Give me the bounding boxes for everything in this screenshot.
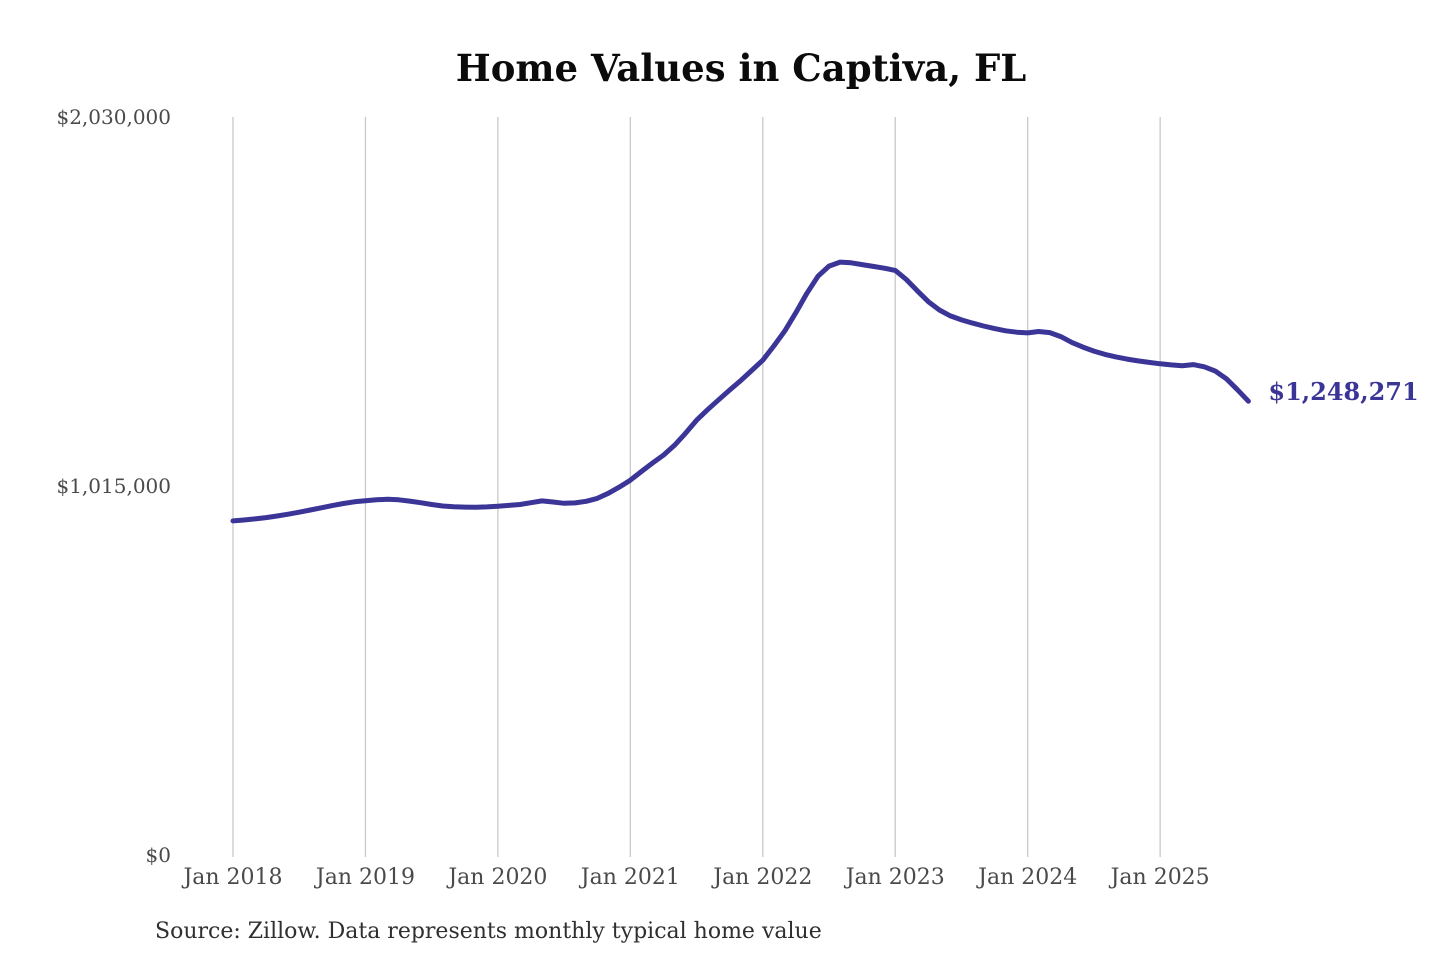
x-axis-tick-label: Jan 2024 bbox=[976, 865, 1077, 890]
y-axis-tick-label: $0 bbox=[146, 843, 171, 867]
x-axis-tick-label: Jan 2018 bbox=[181, 865, 282, 890]
y-axis-tick-label: $1,015,000 bbox=[56, 474, 171, 498]
y-axis-tick-label: $2,030,000 bbox=[56, 105, 171, 129]
x-axis-tick-label: Jan 2022 bbox=[711, 865, 812, 890]
chart-title: Home Values in Captiva, FL bbox=[456, 46, 1027, 90]
source-note: Source: Zillow. Data represents monthly … bbox=[155, 919, 822, 944]
home-value-line bbox=[230, 259, 1251, 524]
x-axis-tick-label: Jan 2025 bbox=[1109, 865, 1210, 890]
x-axis-tick-label: Jan 2020 bbox=[446, 865, 547, 890]
gridlines-group bbox=[232, 117, 1161, 857]
x-axis-tick-label: Jan 2021 bbox=[579, 865, 680, 890]
x-axis-tick-label: Jan 2019 bbox=[314, 865, 415, 890]
y-axis-labels-group: $0 $1,015,000 $2,030,000 bbox=[56, 105, 171, 867]
x-axis-labels-group: Jan 2018 Jan 2019 Jan 2020 Jan 2021 Jan 2022… bbox=[181, 865, 1209, 890]
latest-value-label: $1,248,271 bbox=[1268, 377, 1418, 406]
x-axis-tick-label: Jan 2023 bbox=[844, 865, 945, 890]
